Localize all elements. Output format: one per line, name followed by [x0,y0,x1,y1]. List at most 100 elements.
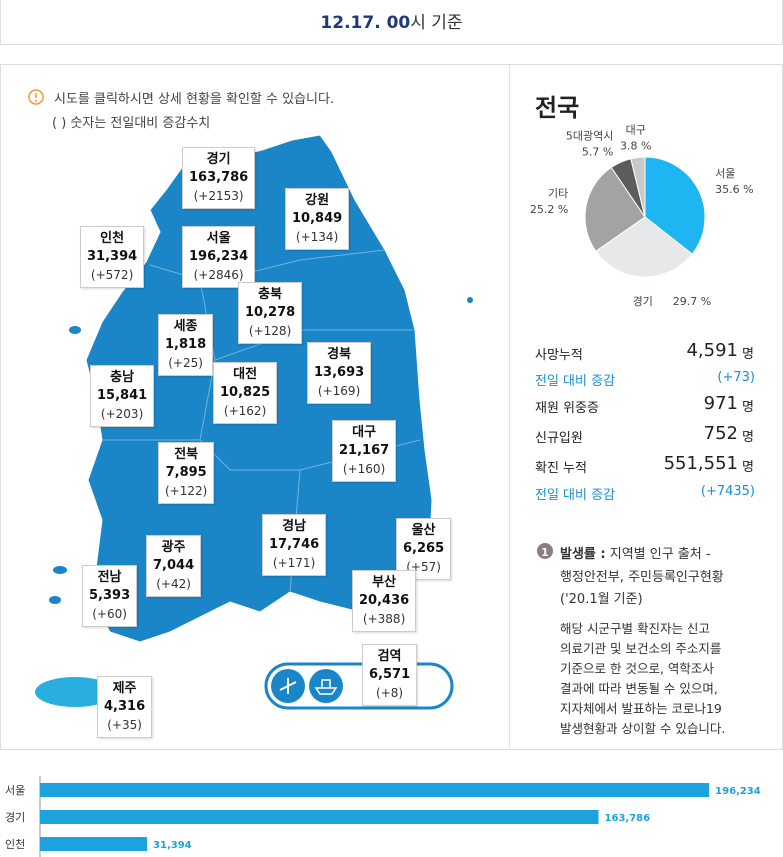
region-box[interactable]: 세종 1,818 (+25) [158,314,214,376]
region-change: (+42) [156,577,191,591]
region-box[interactable]: 대구 21,167 (+160) [332,420,397,482]
bar-value-label: 196,234 [715,786,761,797]
pie-label: 기타 [548,187,568,200]
region-change: (+2846) [193,268,244,282]
region-change: (+572) [90,268,134,282]
region-name: 강원 [305,193,330,208]
notice-line: 시도를 클릭하시면 상세 현황을 확인할 수 있습니다. [54,92,335,107]
region-box[interactable]: 경남 17,746 (+171) [262,514,327,576]
region-name: 전북 [174,447,199,462]
region-name: 울산 [411,523,436,538]
pie-value-label: 25.2 % [530,203,568,216]
divider [509,65,510,748]
region-total: 7,044 [153,558,195,573]
pie-label: 5대광역시 [566,130,613,143]
region-box[interactable]: 경북 13,693 (+169) [307,342,372,404]
region-box[interactable]: 제주 4,316 (+35) [97,676,153,738]
info-icon [28,89,44,105]
map-island [49,596,61,604]
summary-value: (+7435) [700,484,755,499]
summary-title: 전국 [535,94,580,122]
summary-label: 전일 대비 증감 [535,374,616,389]
bar [40,783,710,797]
region-total: 31,394 [87,249,138,264]
region-total: 10,825 [220,385,271,400]
pie-value-label: 29.7 % [673,295,711,308]
pie-slice [584,166,646,253]
region-name: 경북 [327,347,352,362]
region-box[interactable]: 충북 10,278 (+128) [238,282,303,344]
region-box[interactable]: 전북 7,895 (+122) [158,442,215,504]
notice-line: ( ) 숫자는 전일대비 증감수치 [52,116,211,131]
region-change: (+25) [168,356,203,370]
region-box[interactable]: 충남 15,841 (+203) [90,365,155,427]
summary-unit: 명 [742,347,754,362]
pie-value-label: 3.8 % [620,140,651,153]
region-box[interactable]: 부산 20,436 (+388) [352,570,417,632]
region-total: 15,841 [97,388,148,403]
summary-label: 확진 누적 [535,461,587,476]
summary-label: 신규입원 [535,431,583,446]
summary-label: 재원 위중증 [535,401,599,416]
region-name: 광주 [161,540,186,555]
region-total: 7,895 [165,465,207,480]
region-name: 대전 [233,367,258,382]
region-name: 서울 [206,231,231,246]
region-name: 경남 [282,519,307,534]
pie-slice [630,156,646,218]
region-box[interactable]: 광주 7,044 (+42) [146,535,202,597]
region-change: (+203) [100,407,144,421]
region-change: (+171) [272,556,316,570]
summary-value: 971 [703,393,738,414]
region-total: 4,316 [104,699,146,714]
region-box[interactable]: 경기 163,786 (+2153) [182,147,256,209]
region-total: 13,693 [314,365,365,380]
bar-category: 경기 [5,811,25,824]
bar-category: 서울 [5,784,25,797]
region-box[interactable]: 검역 6,571 (+8) [362,644,418,706]
region-total: 10,278 [245,305,296,320]
pie-slice [595,216,693,278]
region-change: (+388) [362,612,406,626]
region-total: 17,746 [269,537,320,552]
bar-category: 인천 [5,837,25,851]
time-suffix: 시 기준 [410,13,463,33]
region-name: 부산 [372,575,397,590]
bar-value-label: 31,394 [153,840,192,851]
region-change: (+162) [223,404,267,418]
region-total: 6,571 [369,667,411,682]
region-box[interactable]: 대전 10,825 (+162) [213,362,278,424]
note-line: ('20.1월 기준) [560,592,643,607]
region-name: 전남 [97,570,122,585]
map-island [467,297,473,303]
summary-unit: 명 [742,400,754,415]
region-change: (+160) [342,462,386,476]
pie-label: 대구 [626,124,646,137]
summary-value: (+73) [717,370,755,385]
note-line: 행정안전부, 주민등록인구현황 [560,570,724,585]
region-total: 10,849 [292,211,343,226]
region-name: 인천 [100,231,125,246]
region-total: 20,436 [359,593,410,608]
region-change: (+134) [295,230,339,244]
note-number: 1 [541,546,549,559]
header-time: 12.17. 00시 기준 [0,8,783,33]
disclaimer-line: 발생현황과 상이할 수 있습니다. [560,721,726,736]
disclaimer-line: 해당 시군구별 확진자는 신고 [560,621,710,636]
note-term: 발생률 : [560,547,606,562]
note-badge [537,543,553,559]
region-total: 21,167 [339,443,390,458]
region-box[interactable]: 서울 196,234 (+2846) [182,226,256,288]
region-total: 5,393 [89,588,131,603]
region-box[interactable]: 강원 10,849 (+134) [285,188,350,250]
region-box[interactable]: 울산 6,265 (+57) [396,518,452,580]
region-total: 163,786 [189,170,249,185]
region-box[interactable]: 인천 31,394 (+572) [80,226,145,288]
region-change: (+35) [107,718,142,732]
region-box[interactable]: 전남 5,393 (+60) [82,565,138,627]
pie-label: 서울 [715,167,735,180]
bar [40,810,599,824]
summary-value: 4,591 [686,340,738,361]
bar-value-label: 163,786 [605,813,651,824]
